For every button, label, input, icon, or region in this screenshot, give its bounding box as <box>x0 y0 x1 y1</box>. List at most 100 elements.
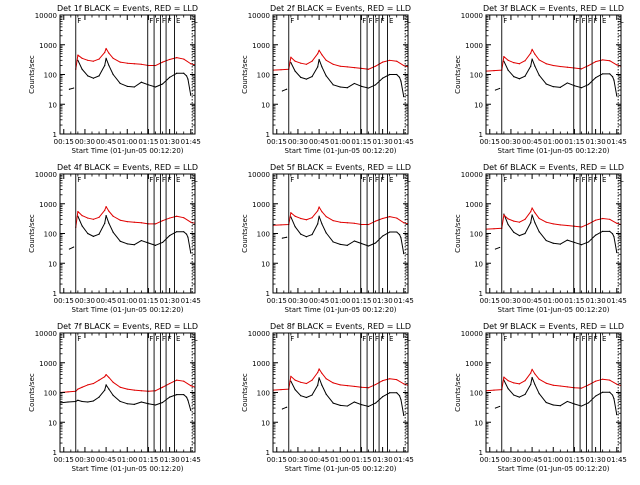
series-events-point <box>534 222 536 224</box>
series-lld-point <box>161 61 164 63</box>
x-tick-label: 00:45 <box>522 138 542 146</box>
series-lld-point <box>534 373 536 375</box>
event-marker-label: L <box>194 335 198 343</box>
y-tick-label: 1 <box>266 131 270 139</box>
series-events-point <box>311 76 313 78</box>
x-tick-label: 00:15 <box>267 456 287 464</box>
series-lld-point <box>503 376 505 378</box>
x-tick-label: 01:00 <box>543 297 563 305</box>
y-tick-label: 100 <box>470 390 483 398</box>
series-events-point <box>367 405 370 408</box>
series-events-point <box>140 401 142 403</box>
series-lld-point <box>104 376 106 378</box>
series-events-point <box>112 394 114 396</box>
y-tick-label: 10000 <box>461 12 483 20</box>
series-events-line <box>495 405 500 409</box>
series-events-point <box>187 236 189 238</box>
series-events-line <box>290 377 405 416</box>
series-events-point <box>185 75 188 77</box>
series-events-point <box>531 214 533 216</box>
series-events-point <box>545 401 547 404</box>
series-events-point <box>382 396 384 398</box>
series-lld-point <box>119 386 121 388</box>
series-lld-point <box>183 380 185 382</box>
series-lld-point <box>616 383 618 385</box>
panel-title: Det 3f BLACK = Events, RED = LLD <box>483 4 624 13</box>
series-events-line <box>282 236 287 239</box>
series-events-point <box>346 405 348 407</box>
series-lld-point <box>190 63 192 65</box>
series-lld-point <box>374 65 377 67</box>
series-events-point <box>104 64 106 67</box>
series-events-point <box>325 393 327 395</box>
series-events-point <box>545 83 547 85</box>
series-events-point <box>169 76 171 78</box>
event-marker-label: F <box>362 17 366 25</box>
series-events-point <box>530 65 532 67</box>
series-lld-line <box>75 206 195 228</box>
event-marker-label: F <box>77 176 81 184</box>
y-tick-label: 10000 <box>35 330 57 338</box>
series-lld-point <box>609 60 611 62</box>
x-tick-label: 01:30 <box>373 456 393 464</box>
panel-title: Det 7f BLACK = Events, RED = LLD <box>57 322 198 331</box>
series-events-point <box>126 403 128 405</box>
series-events-point <box>538 231 540 233</box>
event-marker-label: F <box>375 17 379 25</box>
series-events-point <box>81 225 83 227</box>
series-events-line <box>503 376 618 415</box>
series-lld-point <box>169 217 171 219</box>
event-marker-label: F <box>381 176 385 184</box>
series-lld-point <box>169 58 171 61</box>
y-tick-label: 10 <box>474 419 483 427</box>
series-events-point <box>503 213 505 215</box>
series-lld-point <box>339 384 341 386</box>
series-lld-point <box>602 378 604 380</box>
series-events-point <box>154 86 157 88</box>
series-lld-point <box>112 381 114 383</box>
series-events-point <box>332 241 334 243</box>
y-tick-label: 10000 <box>248 330 270 338</box>
series-events-point <box>499 405 501 408</box>
series-events-point <box>499 87 501 90</box>
series-events-point <box>68 248 71 250</box>
series-events-point <box>161 83 164 85</box>
x-tick-label: 00:15 <box>267 138 287 146</box>
series-lld-point <box>503 55 505 58</box>
series-events-point <box>524 393 526 396</box>
series-events-point <box>382 235 384 237</box>
event-marker-label: E <box>389 176 393 184</box>
event-marker-label: F <box>149 335 153 343</box>
panel-title: Det 9f BLACK = Events, RED = LLD <box>483 322 624 331</box>
x-tick-label: 01:00 <box>330 456 350 464</box>
series-lld-line <box>273 368 408 391</box>
series-lld-point <box>507 380 509 382</box>
y-axis-label: Counts/sec <box>241 55 249 94</box>
series-events-point <box>185 233 188 235</box>
series-lld-point <box>346 385 348 387</box>
y-axis-label: Counts/sec <box>454 214 462 253</box>
y-tick-label: 10000 <box>461 171 483 179</box>
series-lld-point <box>133 63 135 65</box>
series-events-point <box>321 384 323 386</box>
series-lld-point <box>190 221 192 223</box>
series-events-point <box>339 404 341 406</box>
series-lld-point <box>545 63 547 65</box>
event-marker-label: F <box>375 335 379 343</box>
panel-title: Det 4f BLACK = Events, RED = LLD <box>57 163 198 172</box>
panel-series-group <box>486 48 621 97</box>
series-events-point <box>318 377 320 379</box>
event-marker-label: F <box>162 176 166 184</box>
series-events-point <box>403 414 405 416</box>
series-events-point <box>403 96 405 98</box>
series-events-point <box>81 400 83 403</box>
x-tick-label: 01:30 <box>586 297 606 305</box>
x-tick-label: 01:00 <box>543 138 563 146</box>
x-tick-label: 01:45 <box>181 138 201 146</box>
series-events-point <box>332 402 334 404</box>
event-marker-label: E <box>176 335 180 343</box>
series-lld-point <box>280 389 282 391</box>
event-marker-label: F <box>582 335 586 343</box>
series-events-point <box>154 404 157 406</box>
